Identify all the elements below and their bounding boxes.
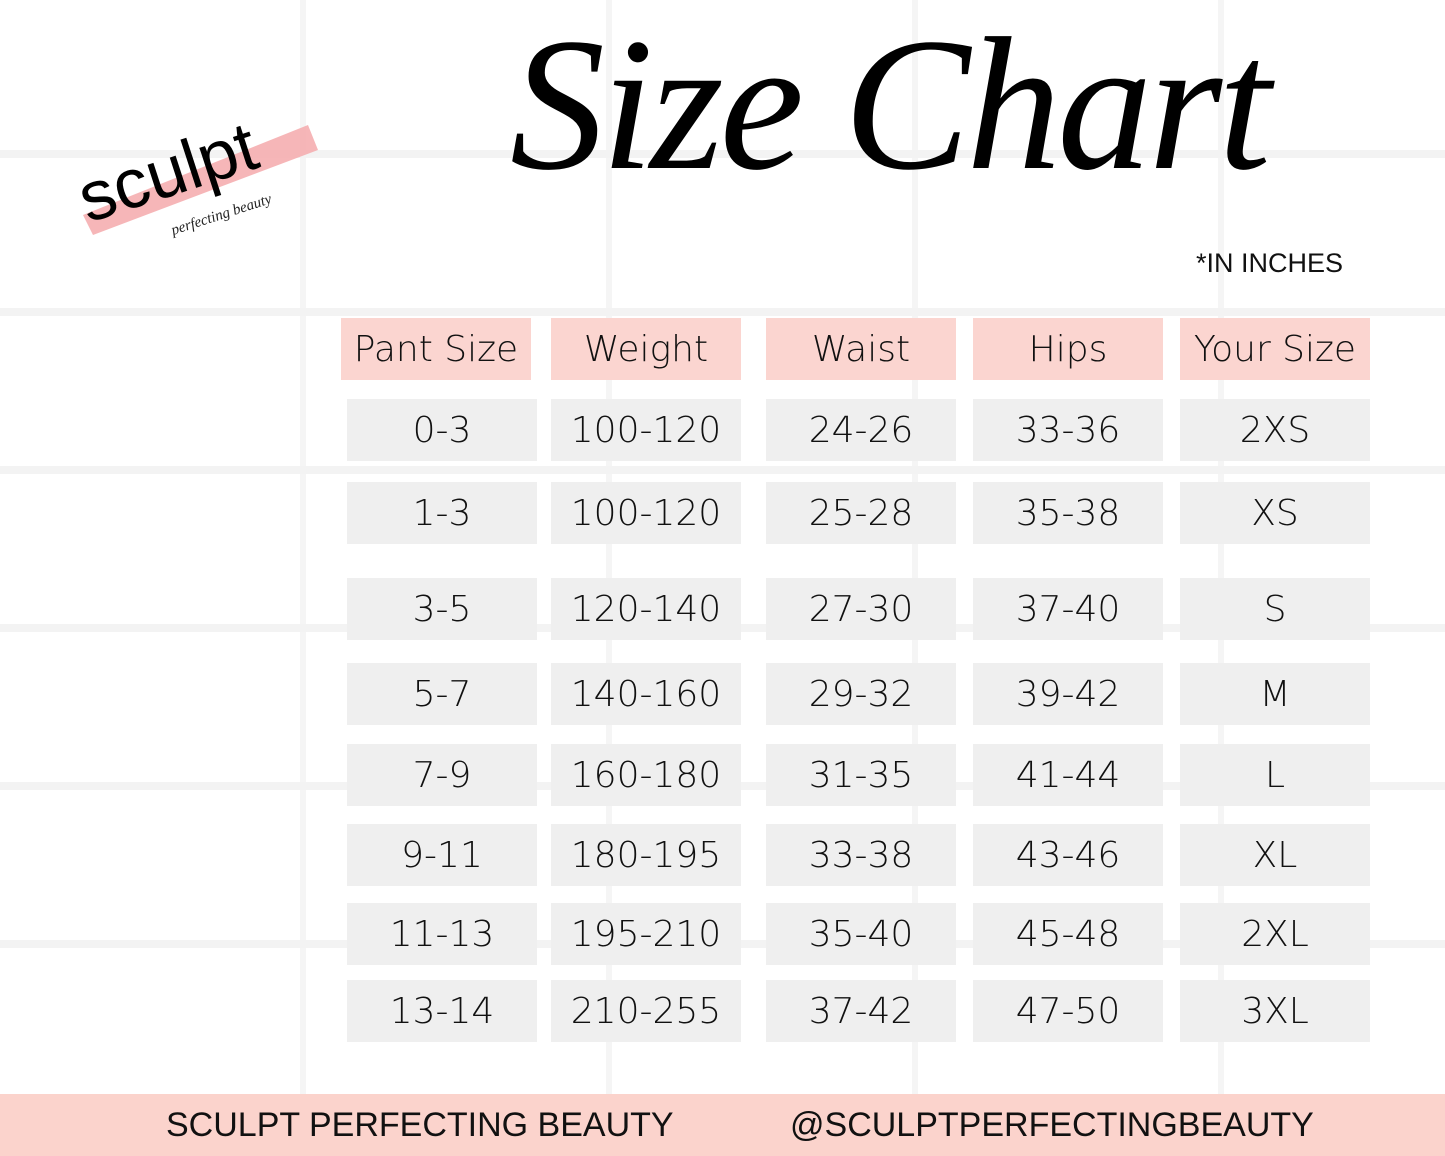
table-cell: 5-7 bbox=[347, 663, 537, 725]
table-cell: 120-140 bbox=[551, 578, 741, 640]
column-header: Pant Size bbox=[341, 318, 531, 380]
table-cell: M bbox=[1180, 663, 1370, 725]
table-cell: 0-3 bbox=[347, 399, 537, 461]
table-cell: 27-30 bbox=[766, 578, 956, 640]
table-cell: 24-26 bbox=[766, 399, 956, 461]
page-title: Size Chart bbox=[510, 0, 1271, 210]
table-cell: XL bbox=[1180, 824, 1370, 886]
table-cell: 35-38 bbox=[973, 482, 1163, 544]
footer-bar: SCULPT PERFECTING BEAUTY @SCULPTPERFECTI… bbox=[0, 1094, 1445, 1156]
table-cell: 140-160 bbox=[551, 663, 741, 725]
table-cell: 43-46 bbox=[973, 824, 1163, 886]
table-cell: 13-14 bbox=[347, 980, 537, 1042]
table-cell: 31-35 bbox=[766, 744, 956, 806]
table-cell: 100-120 bbox=[551, 399, 741, 461]
column-header: Waist bbox=[766, 318, 956, 380]
table-cell: 1-3 bbox=[347, 482, 537, 544]
table-cell: 7-9 bbox=[347, 744, 537, 806]
table-cell: 45-48 bbox=[973, 903, 1163, 965]
table-cell: 33-36 bbox=[973, 399, 1163, 461]
table-cell: 29-32 bbox=[766, 663, 956, 725]
sculpt-logo: sculpt perfecting beauty bbox=[78, 107, 318, 239]
units-note: *IN INCHES bbox=[1196, 248, 1344, 278]
table-cell: 3-5 bbox=[347, 578, 537, 640]
table-cell: L bbox=[1180, 744, 1370, 806]
table-cell: 25-28 bbox=[766, 482, 956, 544]
table-cell: 100-120 bbox=[551, 482, 741, 544]
table-cell: 47-50 bbox=[973, 980, 1163, 1042]
table-cell: 210-255 bbox=[551, 980, 741, 1042]
table-cell: 2XS bbox=[1180, 399, 1370, 461]
table-cell: 160-180 bbox=[551, 744, 741, 806]
table-cell: 39-42 bbox=[973, 663, 1163, 725]
table-cell: 41-44 bbox=[973, 744, 1163, 806]
column-header: Hips bbox=[973, 318, 1163, 380]
table-cell: 3XL bbox=[1180, 980, 1370, 1042]
table-cell: 37-42 bbox=[766, 980, 956, 1042]
column-header: Weight bbox=[551, 318, 741, 380]
table-cell: 11-13 bbox=[347, 903, 537, 965]
table-cell: 195-210 bbox=[551, 903, 741, 965]
footer-brand: SCULPT PERFECTING BEAUTY bbox=[166, 1106, 674, 1144]
column-header: Your Size bbox=[1180, 318, 1370, 380]
table-cell: XS bbox=[1180, 482, 1370, 544]
footer-handle: @SCULPTPERFECTINGBEAUTY bbox=[790, 1106, 1314, 1144]
table-cell: 9-11 bbox=[347, 824, 537, 886]
table-cell: 35-40 bbox=[766, 903, 956, 965]
table-cell: S bbox=[1180, 578, 1370, 640]
table-cell: 37-40 bbox=[973, 578, 1163, 640]
table-cell: 33-38 bbox=[766, 824, 956, 886]
table-cell: 2XL bbox=[1180, 903, 1370, 965]
table-cell: 180-195 bbox=[551, 824, 741, 886]
